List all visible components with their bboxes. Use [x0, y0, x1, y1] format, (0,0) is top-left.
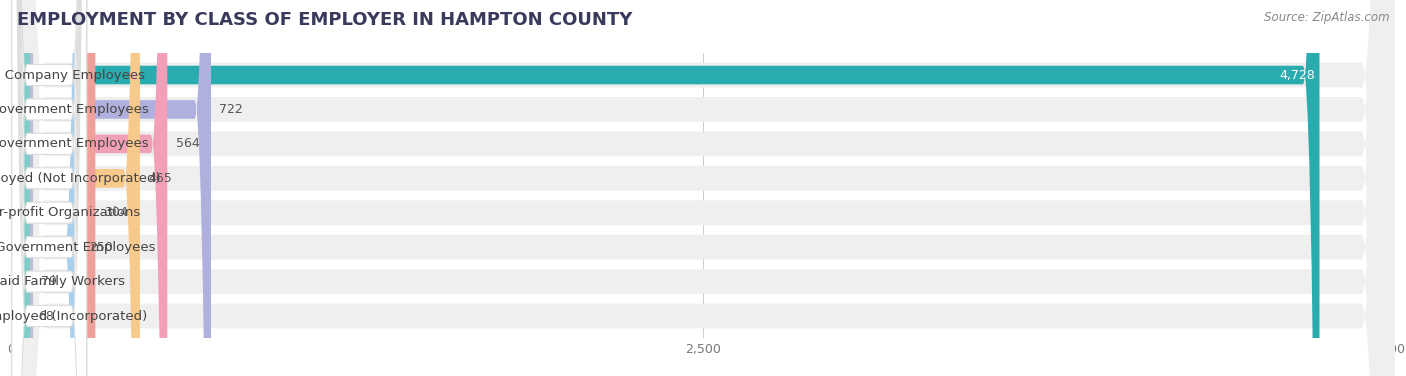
FancyBboxPatch shape: [11, 0, 87, 376]
FancyBboxPatch shape: [11, 0, 1319, 376]
FancyBboxPatch shape: [11, 0, 1395, 376]
Text: Private Company Employees: Private Company Employees: [0, 68, 145, 82]
Text: State Government Employees: State Government Employees: [0, 137, 149, 150]
FancyBboxPatch shape: [11, 0, 34, 376]
Text: 722: 722: [219, 103, 243, 116]
FancyBboxPatch shape: [11, 0, 87, 376]
FancyBboxPatch shape: [11, 0, 87, 376]
FancyBboxPatch shape: [11, 0, 30, 376]
FancyBboxPatch shape: [11, 0, 167, 376]
Text: 250: 250: [89, 241, 112, 254]
Text: 465: 465: [148, 172, 172, 185]
FancyBboxPatch shape: [11, 0, 87, 376]
FancyBboxPatch shape: [11, 0, 211, 376]
Text: Source: ZipAtlas.com: Source: ZipAtlas.com: [1264, 11, 1389, 24]
Text: Self-Employed (Not Incorporated): Self-Employed (Not Incorporated): [0, 172, 160, 185]
Text: Not-for-profit Organizations: Not-for-profit Organizations: [0, 206, 141, 219]
FancyBboxPatch shape: [11, 0, 87, 376]
Text: Federal Government Employees: Federal Government Employees: [0, 241, 156, 254]
FancyBboxPatch shape: [11, 0, 96, 376]
FancyBboxPatch shape: [11, 0, 1395, 376]
FancyBboxPatch shape: [11, 0, 1395, 376]
FancyBboxPatch shape: [11, 0, 80, 376]
FancyBboxPatch shape: [11, 0, 141, 376]
Text: Unpaid Family Workers: Unpaid Family Workers: [0, 275, 125, 288]
Text: Local Government Employees: Local Government Employees: [0, 103, 149, 116]
FancyBboxPatch shape: [11, 0, 87, 376]
Text: 4,728: 4,728: [1279, 68, 1316, 82]
FancyBboxPatch shape: [11, 0, 1395, 376]
FancyBboxPatch shape: [11, 0, 87, 376]
Text: 564: 564: [176, 137, 200, 150]
FancyBboxPatch shape: [11, 0, 1395, 376]
Text: Self-Employed (Incorporated): Self-Employed (Incorporated): [0, 309, 146, 323]
Text: 304: 304: [104, 206, 128, 219]
Text: 79: 79: [41, 275, 58, 288]
FancyBboxPatch shape: [11, 0, 1395, 376]
FancyBboxPatch shape: [11, 0, 1395, 376]
Text: 68: 68: [38, 309, 55, 323]
FancyBboxPatch shape: [11, 0, 1395, 376]
Text: EMPLOYMENT BY CLASS OF EMPLOYER IN HAMPTON COUNTY: EMPLOYMENT BY CLASS OF EMPLOYER IN HAMPT…: [17, 11, 633, 29]
FancyBboxPatch shape: [11, 0, 87, 376]
